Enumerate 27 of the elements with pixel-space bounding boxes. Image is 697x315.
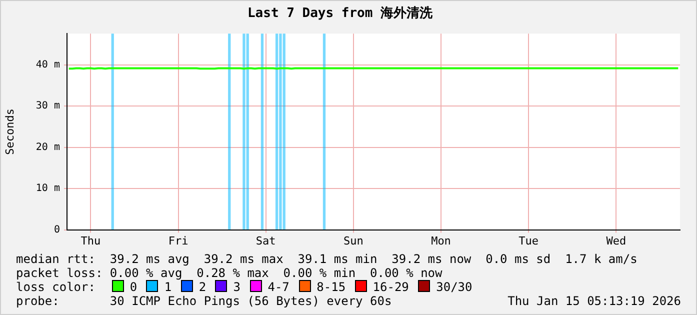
x-tick-label: Fri [168, 234, 188, 248]
chart-title: Last 7 Days from 海外清洗 [247, 6, 434, 22]
legend-label: 30/30 [436, 280, 472, 294]
y-tick-label: 10 m [36, 183, 60, 194]
legend-label: 3 [233, 280, 241, 294]
y-tick-label: 20 m [36, 142, 60, 153]
legend-label: 2 [198, 280, 206, 294]
x-tick-label: Thu [80, 234, 101, 248]
text: Thu Jan 15 05:13:19 2026 [508, 294, 681, 308]
legend-label: 0 [130, 280, 138, 294]
legend-label: 4-7 [268, 280, 290, 294]
x-tick-label: Sat [256, 234, 276, 248]
text: median rtt: 39.2 ms avg 39.2 ms max 39.1 ms min 39.2 ms now 0.0 ms sd 1.7 k am/s [16, 252, 638, 266]
x-tick-label: Mon [431, 234, 451, 248]
x-tick-label: Sun [343, 234, 364, 248]
y-tick-label: 30 m [36, 100, 60, 112]
legend-label: 8-15 [316, 280, 346, 294]
legend-title: loss color: [16, 280, 96, 294]
x-tick-label: Tue [518, 234, 539, 248]
y-axis-title: Seconds [3, 108, 16, 155]
x-tick-label: Wed [606, 234, 626, 248]
legend-label: 16-29 [372, 280, 409, 294]
legend-label: 1 [164, 280, 172, 294]
y-tick-label: 40 m [36, 60, 60, 71]
text: probe: 30 ICMP Echo Pings (56 Bytes) every 60s [16, 294, 392, 308]
y-tick-label: 0 [54, 224, 60, 236]
text: packet loss: 0.00 % avg 0.28 % max 0.00 % min 0.00 % now [16, 266, 442, 280]
